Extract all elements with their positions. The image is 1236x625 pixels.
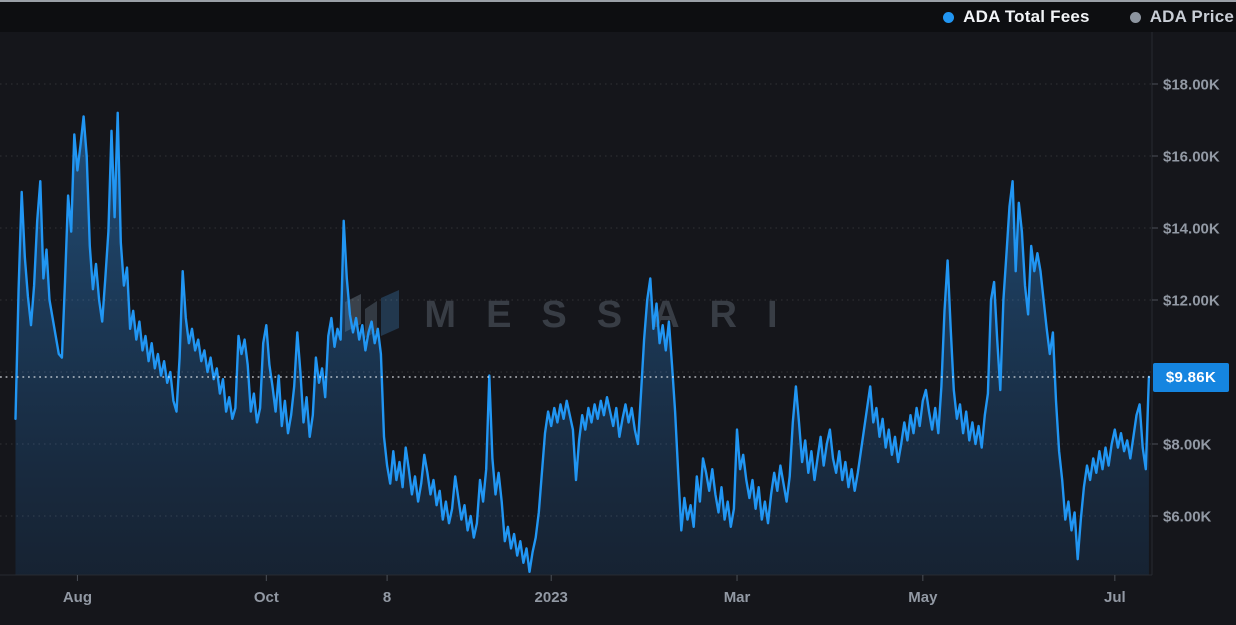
current-value-badge: $9.86K <box>1153 362 1229 392</box>
area-fill <box>15 112 1149 576</box>
y-tick-label: $16.00K <box>1163 149 1220 166</box>
x-tick-label: 8 <box>383 589 391 606</box>
legend: ADA Total Fees ADA Price <box>0 2 1236 32</box>
legend-dot-gray-icon <box>1129 11 1141 23</box>
legend-item-ada-total-fees[interactable]: ADA Total Fees <box>943 7 1090 27</box>
x-axis-labels: Aug Oct 8 2023 Mar May Jul <box>63 575 1126 606</box>
x-tick-label: Oct <box>254 589 279 606</box>
x-tick-label: May <box>908 589 938 606</box>
y-tick-label: $8.00K <box>1163 437 1212 454</box>
y-axis-labels: $18.00K $16.00K $14.00K $12.00K $8.00K $6.00K <box>1152 77 1220 526</box>
x-tick-label: Jul <box>1104 589 1126 606</box>
current-value-label: $9.86K <box>1165 368 1217 386</box>
x-tick-label: Aug <box>63 589 92 606</box>
y-tick-label: $14.00K <box>1163 221 1220 238</box>
legend-label-ada-price: ADA Price <box>1149 7 1234 26</box>
x-tick-label: 2023 <box>535 589 568 606</box>
y-tick-label: $6.00K <box>1163 509 1212 526</box>
legend-label-ada-total-fees: ADA Total Fees <box>963 7 1090 26</box>
legend-dot-blue-icon <box>943 11 955 23</box>
top-border <box>0 0 1236 2</box>
fees-line <box>14 111 1151 573</box>
x-tick-label: Mar <box>724 589 751 606</box>
y-tick-label: $12.00K <box>1163 293 1220 310</box>
legend-item-ada-price[interactable]: ADA Price <box>1129 7 1234 27</box>
y-tick-label: $18.00K <box>1163 77 1220 94</box>
